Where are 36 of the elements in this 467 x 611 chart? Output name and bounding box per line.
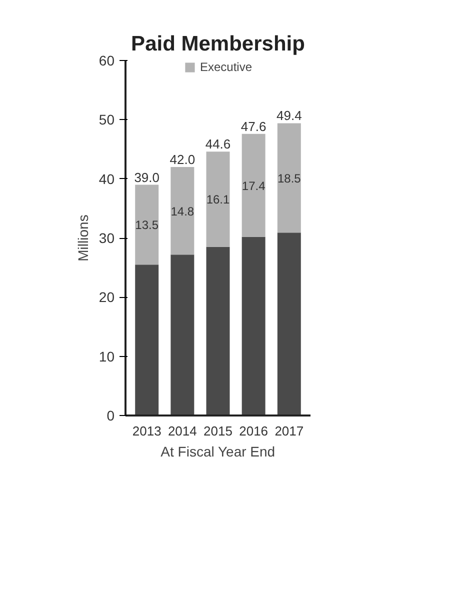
bar [277, 123, 301, 233]
y-axis-title: Millions [74, 214, 91, 262]
legend-label: Executive [200, 60, 252, 74]
y-tick-label: 10 [98, 348, 115, 364]
data-label: 17.4 [242, 178, 266, 193]
y-tick-label: 0 [106, 408, 115, 424]
data-label: 18.5 [277, 171, 302, 186]
bar [277, 232, 301, 416]
bar [170, 254, 194, 416]
data-label: 16.1 [206, 192, 230, 207]
total-label: 39.0 [134, 170, 160, 185]
x-tick-label: 2017 [274, 424, 304, 438]
y-tick-label: 20 [98, 289, 115, 306]
bar [242, 236, 266, 416]
bar [135, 184, 159, 265]
chart-title: Paid Membership [131, 32, 305, 56]
total-label: 42.0 [170, 152, 196, 167]
bar [206, 152, 230, 247]
y-tick-label: 30 [98, 230, 115, 246]
y-tick-label: 40 [98, 170, 115, 187]
x-axis-title: At Fiscal Year End [160, 444, 276, 460]
x-tick-label: 2015 [204, 424, 232, 438]
bar [135, 264, 159, 416]
bar [170, 167, 194, 255]
total-label: 47.6 [240, 118, 266, 134]
y-tick-label: 60 [98, 52, 115, 68]
bar [206, 246, 230, 416]
x-tick-label: 2016 [239, 424, 268, 438]
data-label: 13.5 [135, 218, 159, 232]
bar [242, 134, 266, 237]
x-tick-label: 2013 [132, 424, 162, 438]
total-label: 44.6 [205, 136, 231, 152]
y-tick-label: 50 [98, 112, 115, 128]
total-label: 49.4 [276, 108, 302, 124]
data-label: 14.8 [170, 204, 194, 218]
x-tick-label: 2014 [168, 424, 197, 438]
